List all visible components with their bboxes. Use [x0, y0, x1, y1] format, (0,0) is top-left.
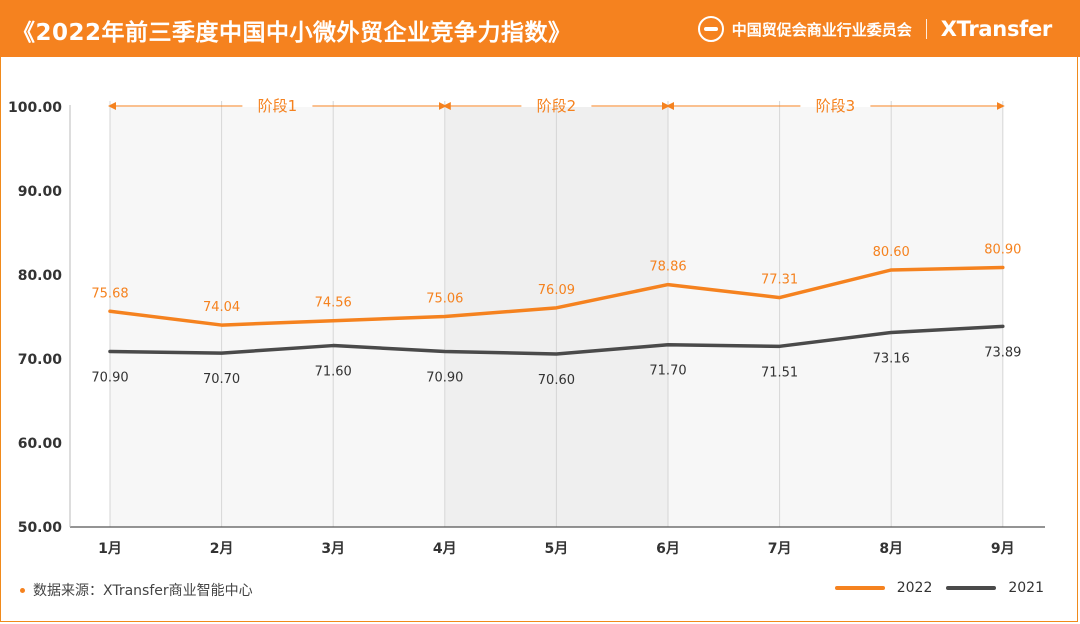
x-tick-label-4: 4月 [433, 541, 457, 557]
series-lines [108, 265, 1005, 356]
legend-swatch-2021 [946, 586, 997, 590]
x-tick-label-7: 7月 [768, 541, 792, 557]
chart-title: 《2022年前三季度中国中小微外贸企业竞争力指数》 [12, 20, 572, 46]
x-tick-label-3: 3月 [321, 541, 345, 557]
phase-label-2: 阶段2 [537, 97, 577, 115]
x-tick-label-1: 1月 [98, 541, 122, 557]
x-tick-label-2: 2月 [210, 541, 234, 557]
legend-item-2022: 2022 [834, 580, 933, 596]
data-label-2022-4: 75.06 [426, 291, 463, 306]
data-labels: 75.68 74.04 74.56 75.06 76.09 78.86 77.31 80.60… [91, 242, 1021, 388]
brand-divider [925, 19, 927, 39]
x-tick-label-9: 9月 [991, 541, 1015, 557]
phase-background-3 [668, 107, 1003, 527]
phase-label-3: 阶段3 [816, 97, 856, 115]
y-tick-labels: 50.00 60.00 70.00 80.00 90.00 100.00 [8, 100, 62, 536]
data-label-2022-5: 76.09 [538, 283, 575, 298]
series-line-2021 [108, 324, 1005, 356]
data-label-2022-9: 80.90 [984, 242, 1021, 257]
data-label-2022-7: 77.31 [761, 273, 798, 288]
vertical-gridlines [109, 101, 1004, 527]
xtransfer-logo: XTransfer [940, 17, 1053, 41]
data-label-2021-7: 71.51 [761, 365, 798, 380]
legend-item-2021: 2021 [946, 580, 1044, 596]
data-label-2021-8: 73.16 [873, 351, 910, 366]
data-label-2022-8: 80.60 [873, 245, 910, 260]
y-tick-label-70: 70.00 [18, 352, 63, 368]
x-tick-labels: 1月 2月 3月 4月 5月 6月 7月 8月 9月 [98, 541, 1015, 557]
y-tick-label-100: 100.00 [8, 100, 62, 116]
data-label-2021-5: 70.60 [538, 373, 575, 388]
bullet-dot-icon [20, 587, 25, 593]
data-label-2021-6: 71.70 [649, 364, 686, 379]
brand-area: 中国贸促会商业行业委员会 XTransfer [697, 16, 1053, 42]
header-bar: 《2022年前三季度中国中小微外贸企业竞争力指数》 中国贸促会商业行业委员会 X… [0, 0, 1080, 57]
phase-label-1: 阶段1 [258, 97, 298, 115]
ccpit-logo-icon [697, 16, 724, 42]
series-line-2022 [108, 265, 1005, 327]
legend-swatch-2022 [834, 586, 885, 590]
data-label-2021-4: 70.90 [426, 370, 463, 385]
legend-label-2021: 2021 [1008, 580, 1044, 596]
y-tick-label-50: 50.00 [18, 520, 63, 536]
data-label-2022-6: 78.86 [649, 260, 686, 275]
organization-name: 中国贸促会商业行业委员会 [731, 20, 912, 39]
x-tick-label-6: 6月 [656, 541, 680, 557]
data-label-2022-1: 75.68 [91, 286, 128, 301]
data-label-2022-2: 74.04 [203, 300, 240, 315]
x-tick-label-5: 5月 [545, 541, 569, 557]
data-label-2022-3: 74.56 [315, 296, 352, 311]
data-label-2021-9: 73.89 [984, 345, 1021, 360]
axes [69, 105, 1045, 528]
data-source-text: 数据来源：XTransfer商业智能中心 [33, 583, 253, 599]
legend-label-2022: 2022 [896, 580, 933, 596]
line-chart: 阶段1 阶段2 阶段3 50.00 60.00 70.00 80.00 90.00 100.0… [8, 97, 1045, 557]
y-tick-label-60: 60.00 [18, 436, 63, 452]
data-label-2021-1: 70.90 [91, 370, 128, 385]
data-source-note: 数据来源：XTransfer商业智能中心 [20, 580, 253, 600]
y-tick-label-90: 90.00 [18, 184, 63, 200]
data-label-2021-2: 70.70 [203, 372, 240, 387]
chart-legend: 2022 2021 [834, 580, 1044, 596]
x-tick-label-8: 8月 [879, 541, 903, 557]
phase-markers: 阶段1 阶段2 阶段3 [108, 97, 1005, 115]
y-tick-label-80: 80.00 [18, 268, 63, 284]
data-label-2021-3: 71.60 [315, 365, 352, 380]
